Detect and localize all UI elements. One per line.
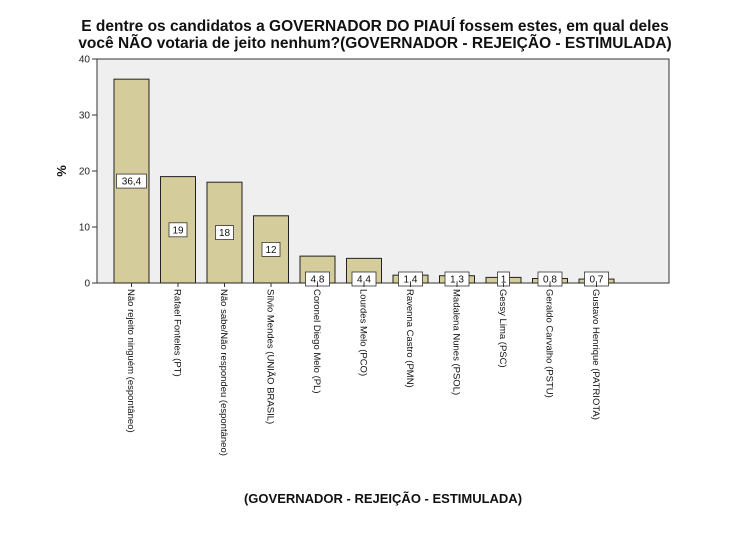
- y-axis-title: %: [54, 165, 69, 177]
- bars: 36,4 19 18 12 4,8 4,4 1,4 1,3 1 0,8 0,7: [113, 78, 615, 287]
- category-label: Geraldo Carvalho (PSTU): [544, 289, 555, 398]
- category-label: Rafael Fonteles (PT): [172, 289, 183, 377]
- category-label: Não sabe/Não respondeu (espontâneo): [218, 289, 229, 456]
- category-labels: Não rejeito ninguém (espontâneo) Rafael F…: [125, 283, 601, 456]
- category-label: Ravenna Castro (PMN): [404, 289, 415, 388]
- data-label: 1,3: [450, 275, 464, 286]
- category-label: Madalena Nunes (PSOL): [451, 289, 462, 395]
- data-label: 12: [265, 245, 277, 256]
- x-axis-title: (GOVERNADOR - REJEIÇÃO - ESTIMULADA): [244, 491, 522, 506]
- category-label: Lourdes Melo (PCO): [358, 289, 369, 376]
- category-label: Não rejeito ninguém (espontâneo): [125, 289, 136, 433]
- category-label: Sílvio Mendes (UNIÃO BRASIL): [265, 289, 276, 424]
- y-tick-label: 20: [79, 167, 91, 178]
- data-label-box: [168, 222, 188, 238]
- chart-title-line-1: E dentre os candidatos a GOVERNADOR DO P…: [81, 18, 669, 35]
- data-label-box: [215, 225, 234, 241]
- data-label: 0,8: [543, 275, 557, 286]
- data-label: 36,4: [122, 177, 142, 188]
- category-label: Coronel Diego Melo (PL): [311, 289, 322, 394]
- category-label: Gustavo Henrique (PATRIOTA): [590, 289, 601, 420]
- data-label: 0,7: [590, 275, 604, 286]
- chart-title-line-2: você NÃO votaria de jeito nenhum?(GOVERN…: [78, 35, 672, 52]
- data-label-box: [116, 173, 147, 189]
- y-tick-label: 10: [79, 223, 91, 234]
- data-label: 1,4: [404, 275, 418, 286]
- y-axis: 0 10 20 30 40: [79, 55, 97, 290]
- chart-title: E dentre os candidatos a GOVERNADOR DO P…: [0, 18, 750, 52]
- y-tick-label: 30: [79, 111, 91, 122]
- y-tick-label: 40: [79, 55, 91, 66]
- data-label: 19: [172, 225, 184, 236]
- data-label: 1: [501, 275, 507, 286]
- y-tick-label: 0: [84, 279, 90, 290]
- category-label: Gessy Lima (PSC): [497, 289, 508, 368]
- data-label: 4,8: [311, 275, 325, 286]
- data-label: 18: [219, 228, 231, 239]
- data-label: 4,4: [357, 275, 371, 286]
- data-label-box: [261, 241, 281, 257]
